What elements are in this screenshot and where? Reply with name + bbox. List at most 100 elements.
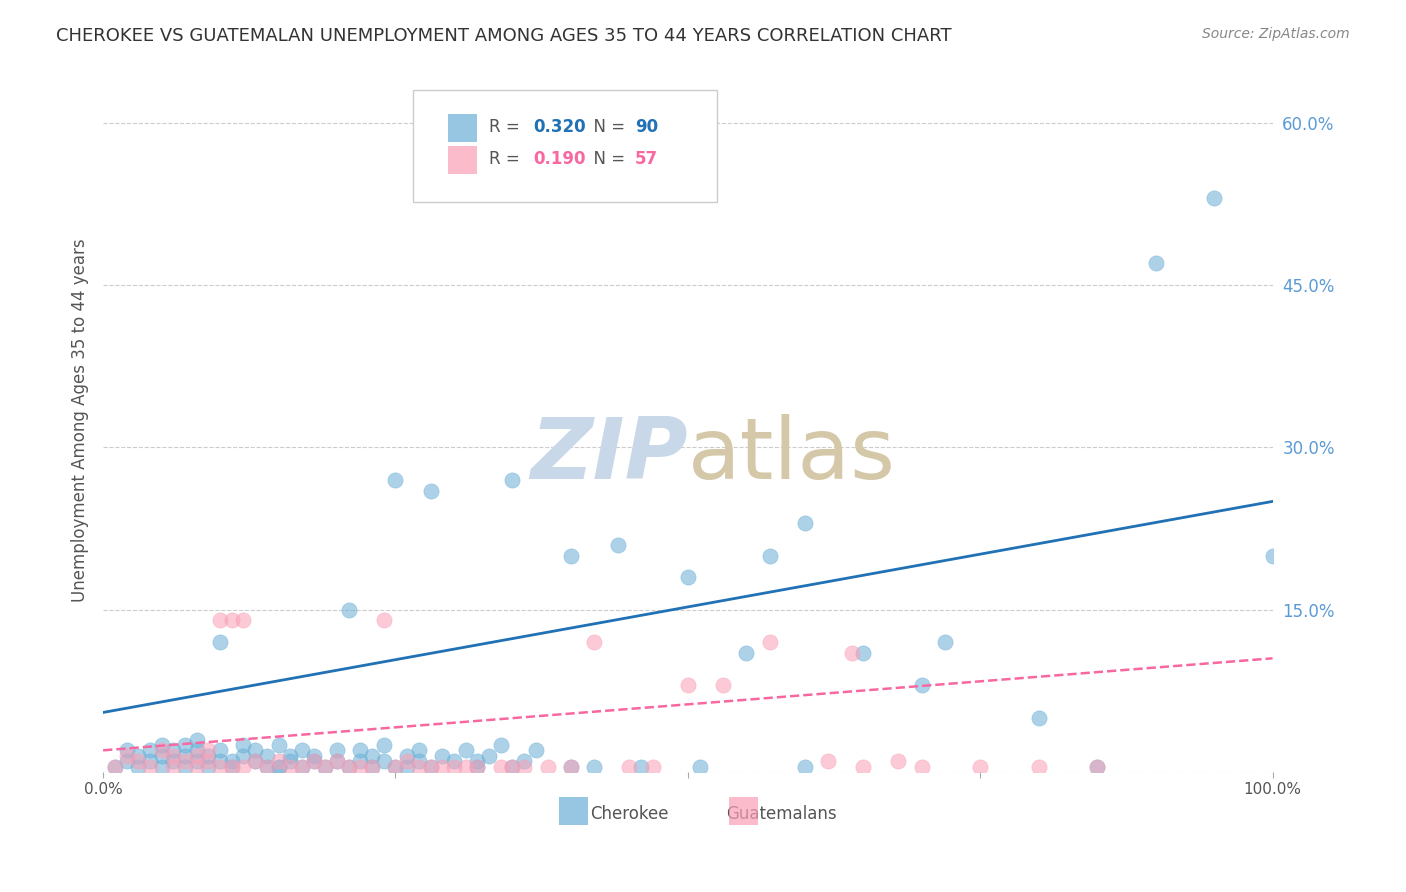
Point [174, 738, 197, 752]
Point [209, 635, 232, 649]
Point [1085, 759, 1108, 773]
Point [267, 738, 290, 752]
Point [630, 759, 652, 773]
Point [186, 732, 208, 747]
Point [150, 738, 173, 752]
Point [501, 473, 523, 487]
Point [174, 759, 197, 773]
Point [501, 759, 523, 773]
Point [349, 743, 371, 757]
Point [443, 754, 465, 768]
Point [489, 759, 512, 773]
Point [139, 759, 162, 773]
Point [1202, 191, 1225, 205]
Point [256, 748, 278, 763]
Point [326, 754, 349, 768]
Point [758, 635, 780, 649]
Point [513, 754, 536, 768]
Point [419, 483, 441, 498]
Point [887, 754, 910, 768]
Point [373, 738, 395, 752]
Point [291, 759, 314, 773]
Point [560, 549, 582, 563]
Point [326, 743, 349, 757]
Bar [449, 146, 478, 174]
Point [243, 754, 266, 768]
Text: Guatemalans: Guatemalans [725, 805, 837, 823]
Point [384, 759, 406, 773]
Point [419, 759, 441, 773]
Text: CHEROKEE VS GUATEMALAN UNEMPLOYMENT AMONG AGES 35 TO 44 YEARS CORRELATION CHART: CHEROKEE VS GUATEMALAN UNEMPLOYMENT AMON… [56, 27, 952, 45]
Point [536, 759, 558, 773]
Text: Source: ZipAtlas.com: Source: ZipAtlas.com [1202, 27, 1350, 41]
Point [162, 748, 184, 763]
Point [139, 743, 162, 757]
Point [162, 759, 184, 773]
Point [735, 646, 758, 660]
Point [150, 743, 173, 757]
Point [852, 646, 875, 660]
Point [361, 748, 384, 763]
Point [583, 635, 606, 649]
Point [232, 759, 254, 773]
Point [1085, 759, 1108, 773]
Point [267, 759, 290, 773]
Point [174, 748, 197, 763]
Point [443, 759, 465, 773]
Text: R =: R = [489, 118, 524, 136]
Text: Cherokee: Cherokee [591, 805, 669, 823]
Point [373, 614, 395, 628]
Point [186, 759, 208, 773]
Point [127, 759, 149, 773]
Point [467, 759, 489, 773]
Point [841, 646, 863, 660]
Y-axis label: Unemployment Among Ages 35 to 44 years: Unemployment Among Ages 35 to 44 years [72, 238, 89, 602]
Point [373, 754, 395, 768]
Point [467, 759, 489, 773]
Point [267, 759, 290, 773]
Point [467, 754, 489, 768]
Point [1261, 549, 1284, 563]
Point [232, 748, 254, 763]
Point [396, 754, 419, 768]
Point [337, 759, 360, 773]
Point [150, 759, 173, 773]
Point [489, 738, 512, 752]
Point [1028, 711, 1050, 725]
Point [419, 759, 441, 773]
Point [384, 473, 406, 487]
Point [197, 748, 219, 763]
Point [606, 538, 628, 552]
Point [221, 759, 243, 773]
Point [197, 754, 219, 768]
Point [232, 614, 254, 628]
Point [139, 754, 162, 768]
Point [408, 754, 430, 768]
Point [186, 748, 208, 763]
Text: R =: R = [489, 150, 524, 168]
Point [115, 754, 138, 768]
Point [361, 759, 384, 773]
Point [641, 759, 664, 773]
Point [115, 743, 138, 757]
Point [314, 759, 336, 773]
Point [560, 759, 582, 773]
Point [291, 759, 314, 773]
Point [349, 759, 371, 773]
Bar [560, 797, 589, 825]
Point [934, 635, 956, 649]
Point [817, 754, 839, 768]
Point [384, 759, 406, 773]
Point [711, 678, 734, 692]
Point [619, 759, 641, 773]
Point [852, 759, 875, 773]
Point [221, 759, 243, 773]
Text: atlas: atlas [688, 414, 896, 497]
Point [513, 759, 536, 773]
Point [162, 743, 184, 757]
Point [127, 754, 149, 768]
Point [689, 759, 711, 773]
Point [1144, 256, 1167, 270]
Point [174, 754, 197, 768]
Point [127, 748, 149, 763]
